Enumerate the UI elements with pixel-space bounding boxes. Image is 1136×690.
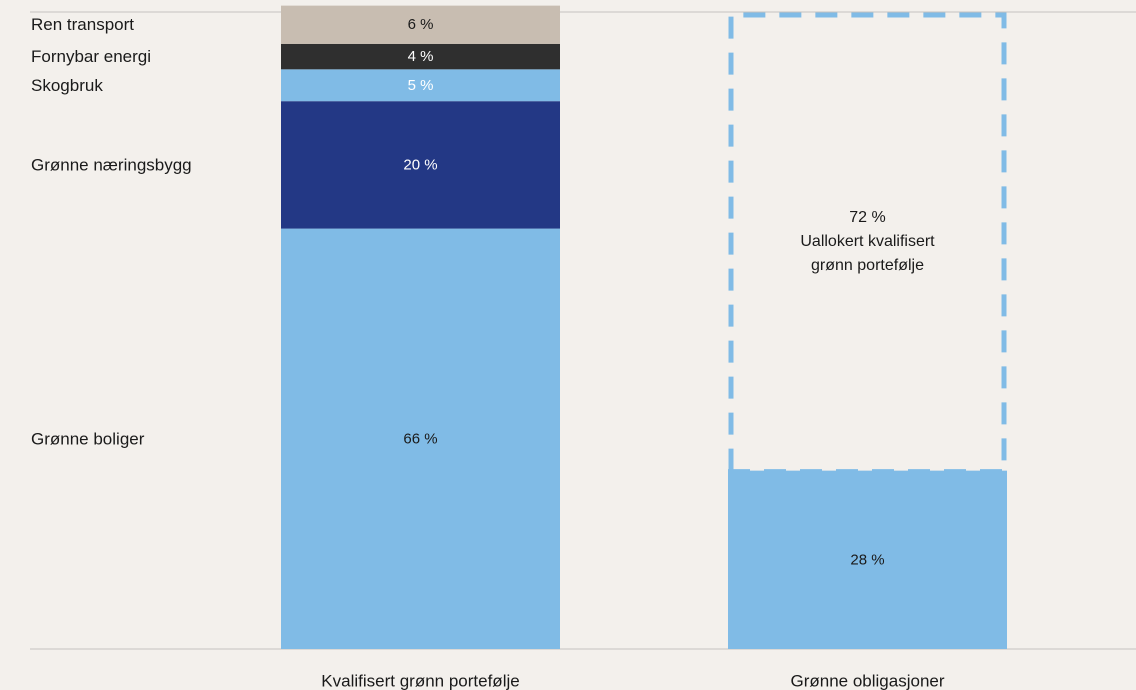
value-label-1: 20 % <box>403 156 437 173</box>
series-label-3: Grønne næringsbygg <box>31 155 192 174</box>
bar-segment-3 <box>281 43 560 70</box>
note-label-6-1: Uallokert kvalifisert <box>800 233 935 250</box>
value-label-0: 66 % <box>403 430 437 447</box>
series-label-4: Grønne boliger <box>31 429 145 448</box>
bar-segment-1 <box>281 101 560 229</box>
series-label-0: Ren transport <box>31 15 134 34</box>
series-label-1: Fornybar energi <box>31 47 151 66</box>
value-label-2: 5 % <box>408 77 434 94</box>
bar-segments <box>281 5 1007 649</box>
category-labels: Kvalifisert grønn portefølje Grønne oblig… <box>321 672 945 690</box>
bar-segment-0 <box>281 228 560 649</box>
value-labels: 66 % 20 % 5 % 4 % 6 % 28 % 72 % Uallokert kvali… <box>403 16 935 568</box>
value-label-5: 28 % <box>850 551 884 568</box>
value-label-6: 72 % <box>849 209 885 226</box>
bar-segment-5 <box>728 470 1007 649</box>
series-label-2: Skogbruk <box>31 76 103 95</box>
bar-segment-4 <box>281 5 560 44</box>
value-label-4: 6 % <box>408 16 434 33</box>
bar-segment-2 <box>281 69 560 102</box>
note-label-6-2: grønn portefølje <box>811 257 924 274</box>
category-label-1: Grønne obligasjoner <box>790 672 944 690</box>
series-labels: Ren transport Fornybar energi Skogbruk Grøn… <box>31 15 192 448</box>
dashed-bar-outline-6 <box>728 12 1007 471</box>
category-label-0: Kvalifisert grønn portefølje <box>321 672 519 690</box>
value-label-3: 4 % <box>408 48 434 65</box>
